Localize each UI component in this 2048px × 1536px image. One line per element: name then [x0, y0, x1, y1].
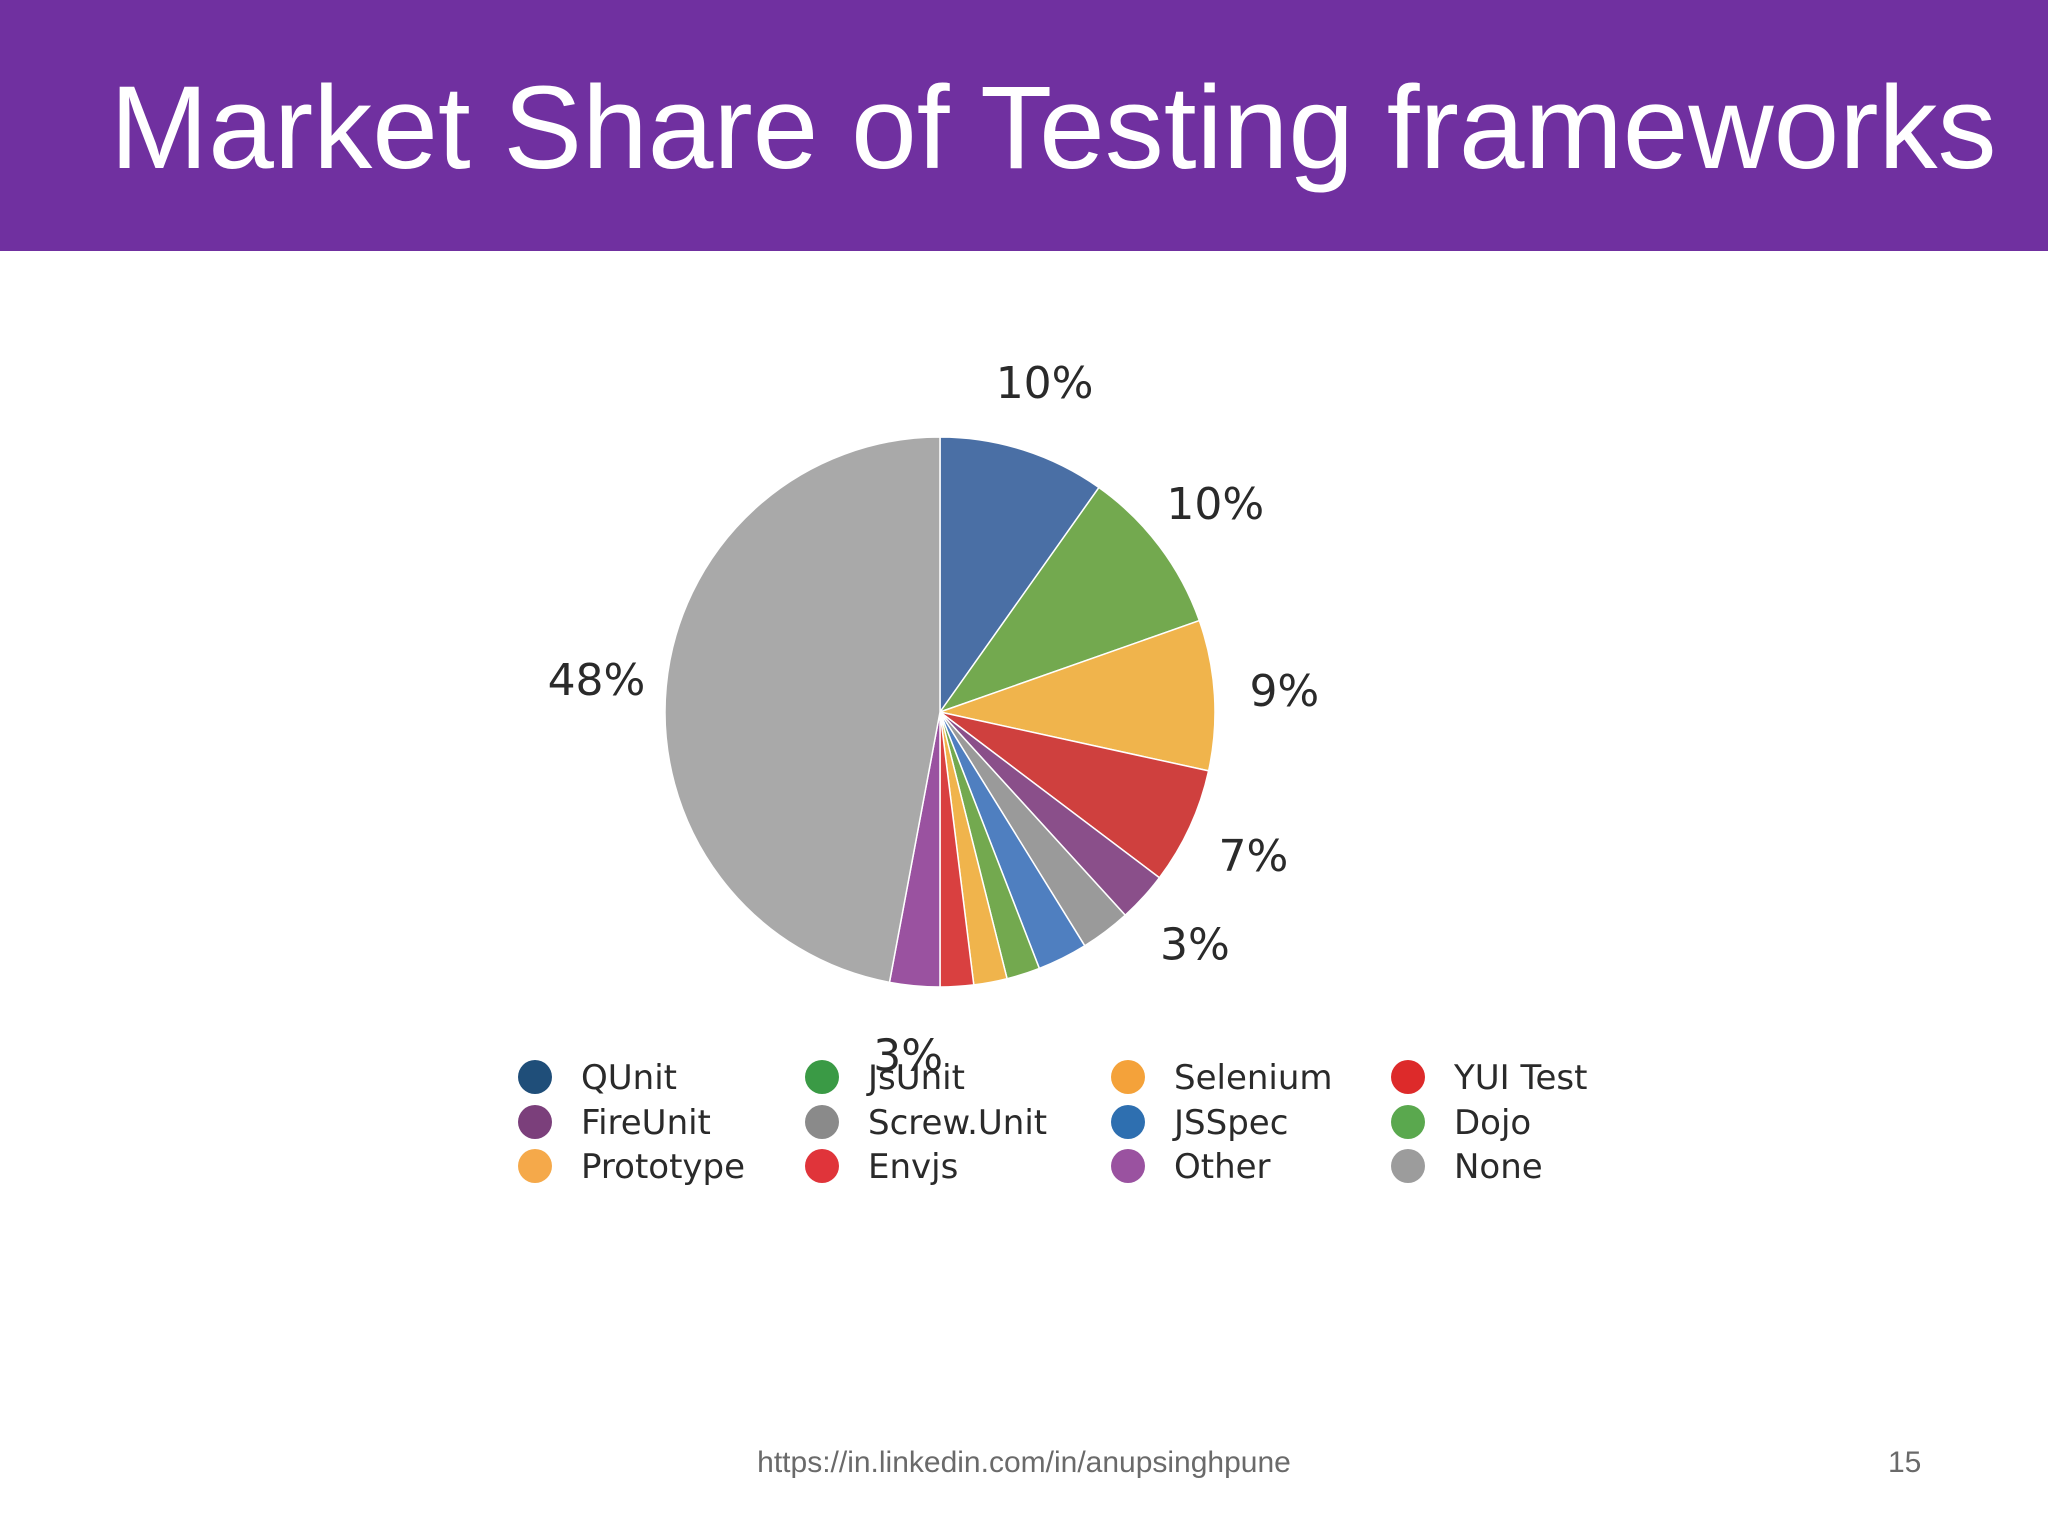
legend-label: QUnit [581, 1058, 677, 1098]
pie-label-other: 3% [873, 1031, 943, 1082]
legend-label: None [1454, 1147, 1543, 1187]
pie-label-selenium: 9% [1249, 666, 1319, 717]
legend-label: JsUnit [866, 1058, 965, 1098]
legend-label: Selenium [1174, 1058, 1333, 1098]
legend-swatch [805, 1060, 839, 1094]
pie-label-jsunit: 10% [1166, 479, 1264, 530]
slide-title: Market Share of Testing frameworks [110, 62, 1997, 194]
pie-slice-jsunit [938, 486, 1201, 714]
legend-label: FireUnit [581, 1103, 711, 1143]
legend-label: Dojo [1454, 1103, 1531, 1143]
legend-swatch [1111, 1060, 1145, 1094]
legend-label: Envjs [868, 1147, 958, 1187]
legend-item-other: Other [1111, 1147, 1271, 1187]
legend-swatch [1111, 1105, 1145, 1139]
legend-item-none: None [1391, 1147, 1543, 1187]
legend-item-qunit: QUnit [518, 1058, 677, 1098]
pie-slice-selenium [937, 619, 1216, 772]
title-bar: Market Share of Testing frameworks [0, 0, 2048, 251]
legend-label: Other [1174, 1147, 1271, 1187]
legend-item-envjs: Envjs [805, 1147, 958, 1187]
footer-url: https://in.linkedin.com/in/anupsinghpune [757, 1446, 1291, 1479]
legend-item-dojo: Dojo [1391, 1103, 1531, 1143]
legend-swatch [1391, 1060, 1425, 1094]
legend-item-selenium: Selenium [1111, 1058, 1333, 1098]
legend-label: JSSpec [1172, 1103, 1288, 1143]
legend-item-yui-test: YUI Test [1391, 1058, 1587, 1098]
legend-label: Prototype [581, 1147, 745, 1187]
page-number: 15 [1888, 1446, 1922, 1479]
legend-swatch [1391, 1105, 1425, 1139]
legend-swatch [518, 1105, 552, 1139]
legend-swatch [805, 1149, 839, 1183]
legend-label: Screw.Unit [868, 1103, 1047, 1143]
pie-slice-qunit [939, 436, 1100, 715]
legend-item-screw-unit: Screw.Unit [805, 1103, 1047, 1143]
legend-item-jsunit: JsUnit [805, 1058, 965, 1098]
pie-label-none: 48% [548, 655, 646, 706]
legend-label: YUI Test [1453, 1058, 1587, 1098]
pie-slice-none [664, 436, 941, 984]
pie-label-yui-test: 7% [1219, 831, 1289, 882]
legend-item-fireunit: FireUnit [518, 1103, 711, 1143]
legend-swatch [518, 1149, 552, 1183]
legend-swatch [805, 1105, 839, 1139]
pie-label-fireunit: 3% [1160, 919, 1230, 970]
pie-label-qunit: 10% [996, 358, 1094, 409]
legend-item-prototype: Prototype [518, 1147, 745, 1187]
pie-slices [664, 436, 1216, 988]
pie-slice-yui-test [939, 711, 1210, 879]
pie-chart: 10% 10% 9% 7% 3% 3% 48% QUnit FireUnitPrototype… [518, 358, 1587, 1187]
pie-percent-labels: 10% 10% 9% 7% 3% 3% 48% [548, 358, 1320, 1081]
legend-swatch [518, 1060, 552, 1094]
legend-item-jsspec: JSSpec [1111, 1103, 1288, 1143]
legend-swatch [1111, 1149, 1145, 1183]
legend-swatch [1391, 1149, 1425, 1183]
